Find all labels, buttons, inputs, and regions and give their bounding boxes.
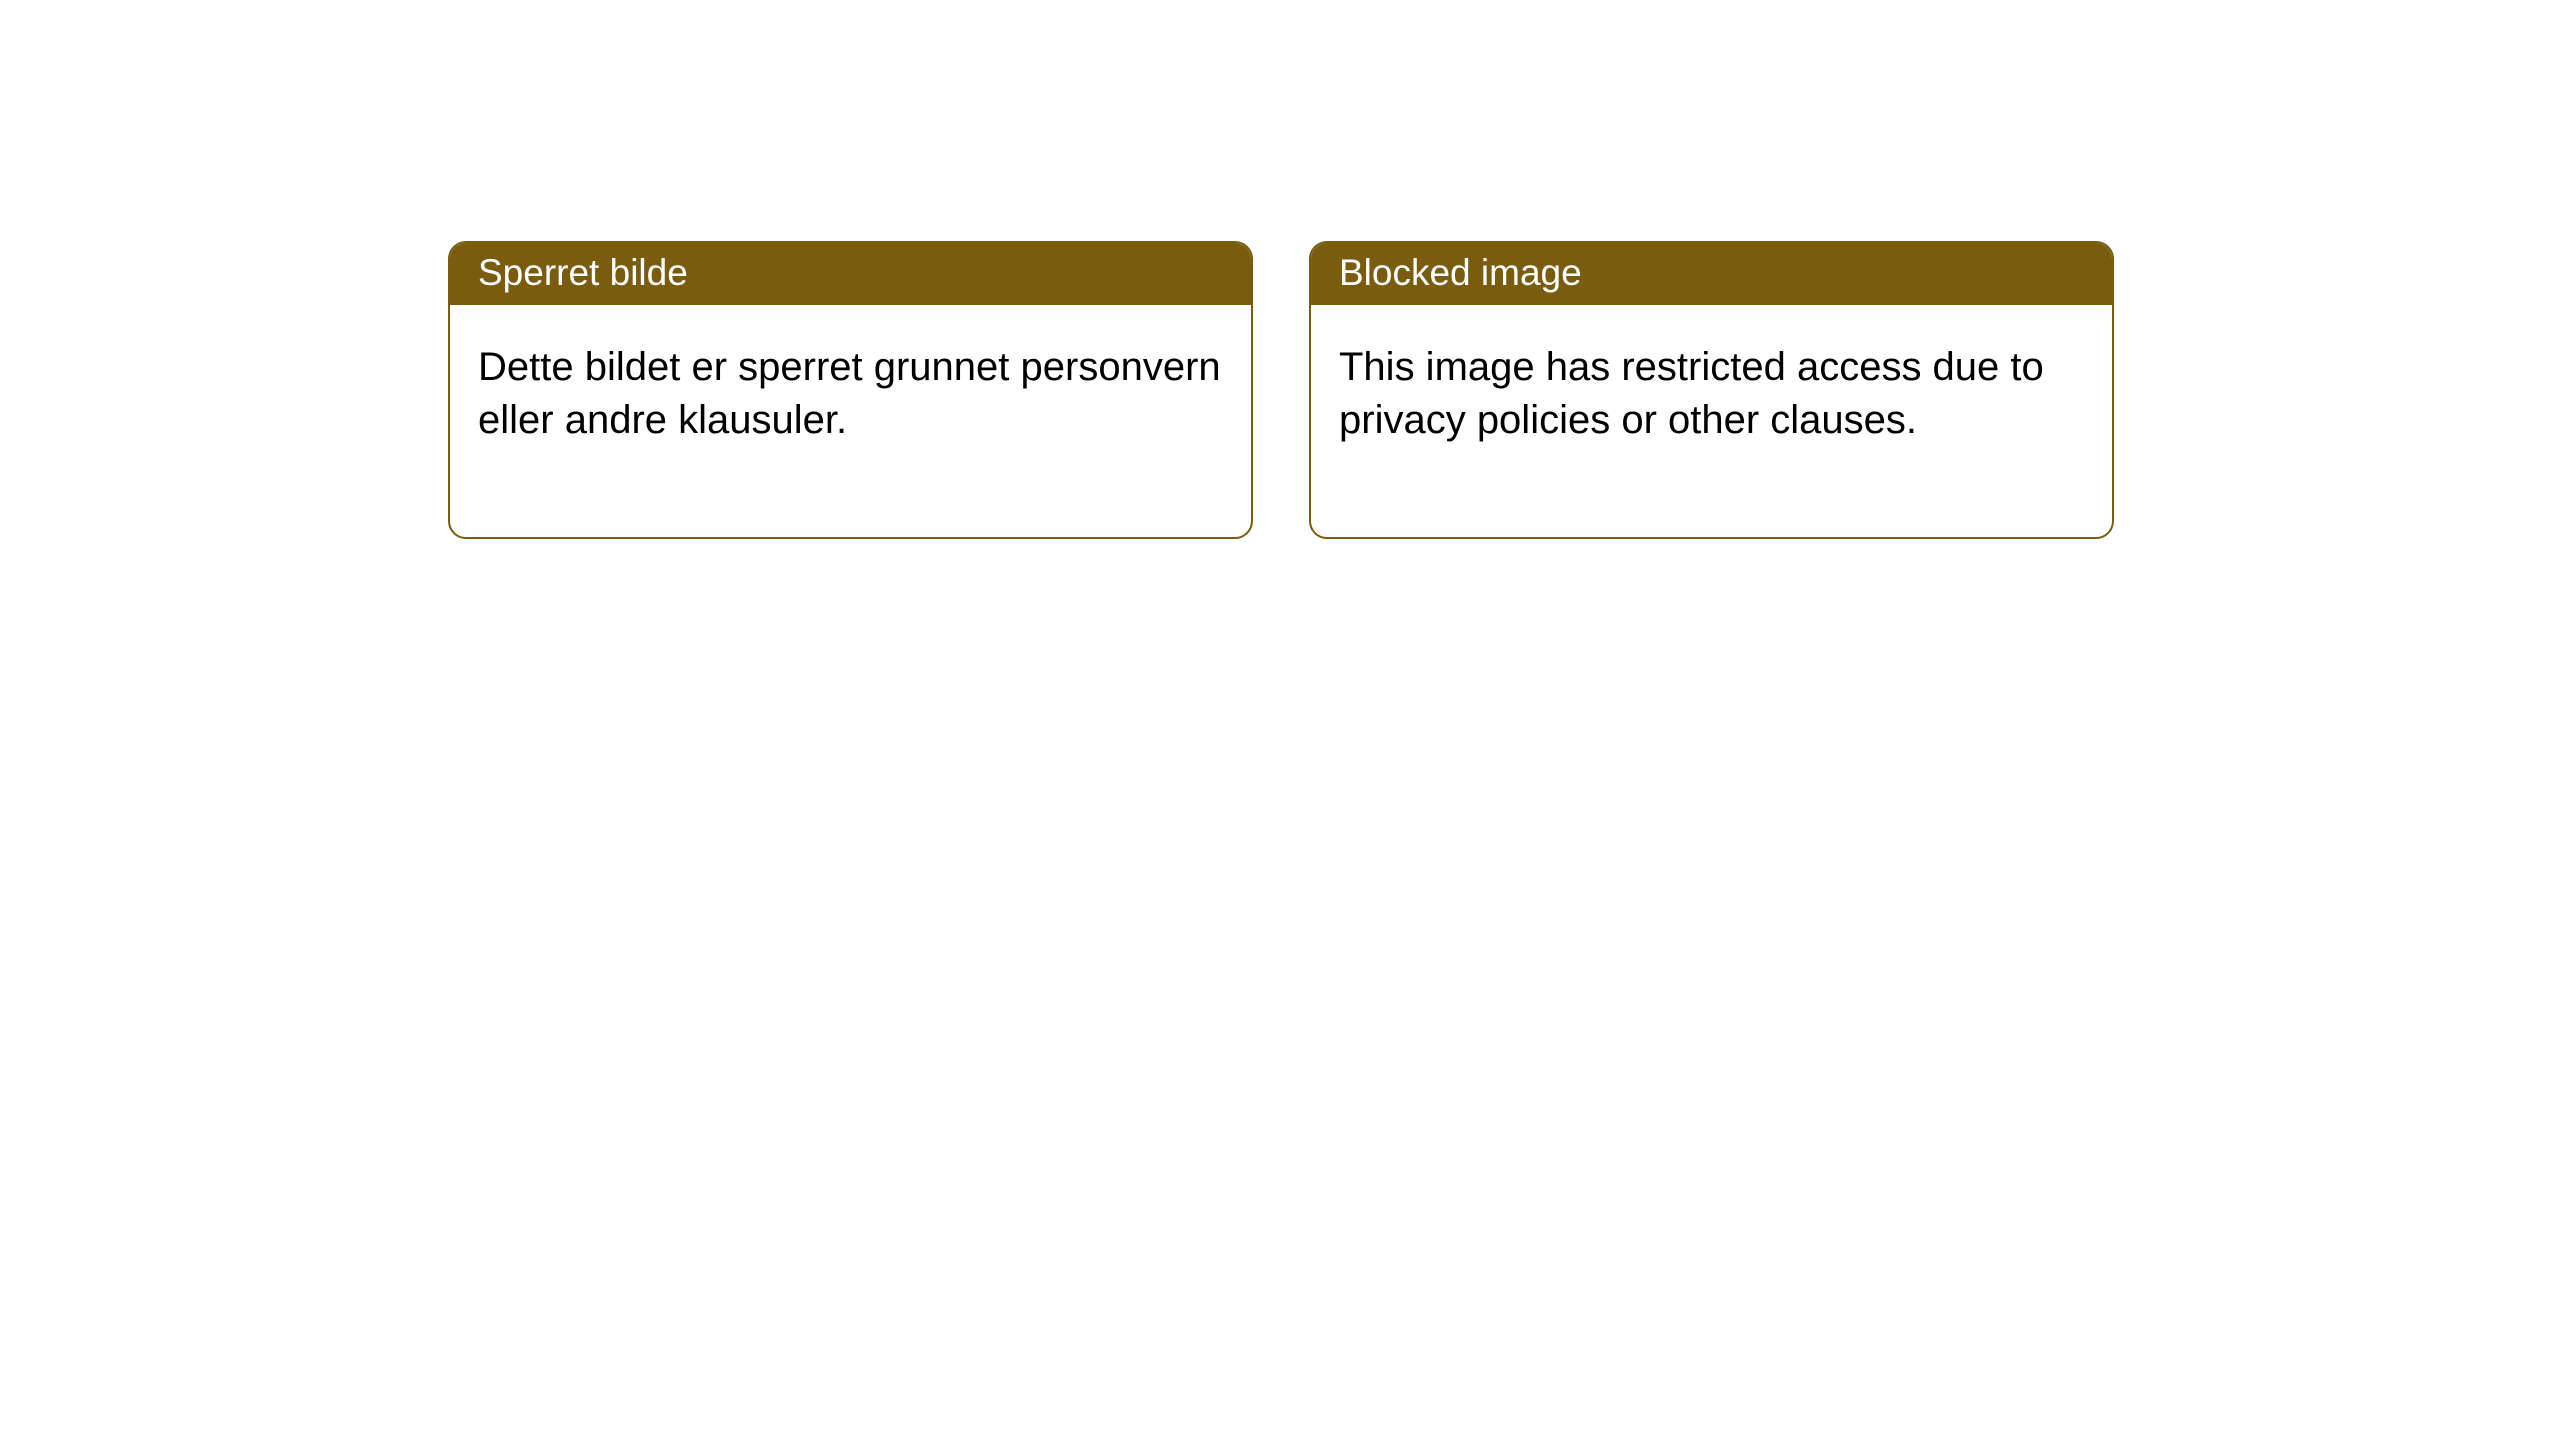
notice-title: Blocked image xyxy=(1339,252,1582,293)
notice-box-norwegian: Sperret bilde Dette bildet er sperret gr… xyxy=(448,241,1253,539)
notice-body-text: Dette bildet er sperret grunnet personve… xyxy=(478,345,1221,442)
notice-body: Dette bildet er sperret grunnet personve… xyxy=(450,305,1251,537)
notice-container: Sperret bilde Dette bildet er sperret gr… xyxy=(448,241,2114,539)
notice-box-english: Blocked image This image has restricted … xyxy=(1309,241,2114,539)
notice-body-text: This image has restricted access due to … xyxy=(1339,345,2044,442)
notice-body: This image has restricted access due to … xyxy=(1311,305,2112,537)
notice-title: Sperret bilde xyxy=(478,252,688,293)
notice-header: Sperret bilde xyxy=(450,243,1251,305)
notice-header: Blocked image xyxy=(1311,243,2112,305)
